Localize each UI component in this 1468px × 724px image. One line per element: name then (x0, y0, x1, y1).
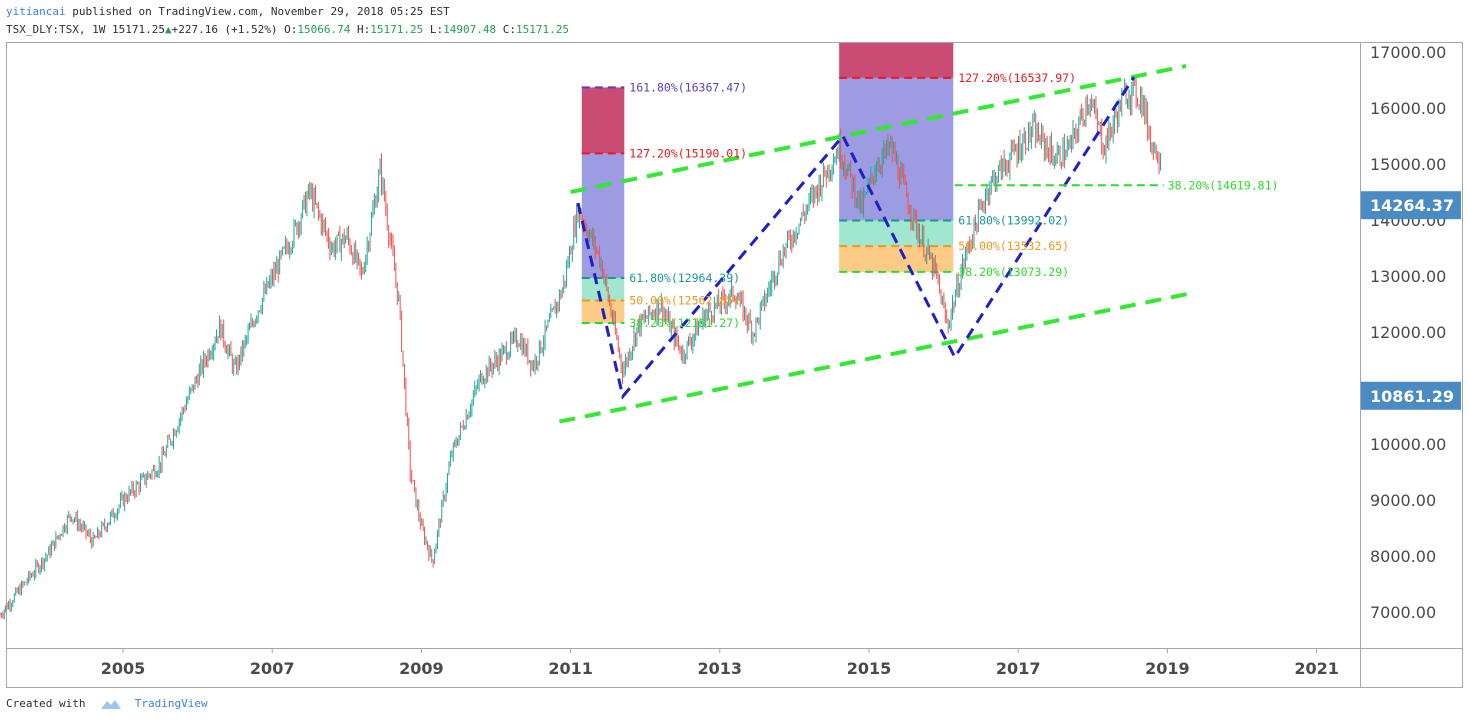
fib-ext-2015-label: 50.00%(13532.65) (958, 239, 1069, 253)
x-tick-label: 2005 (101, 659, 146, 678)
fib-ext-2011-label: 61.80%(12964.39) (629, 271, 740, 285)
x-tick-label: 2013 (698, 659, 743, 678)
fib-ext-2011-label: 38.20%(12161.27) (629, 316, 740, 330)
open-value: 15066.74 (297, 23, 351, 36)
x-tick-label: 2019 (1145, 659, 1190, 678)
y-tick-label: 8000.00 (1370, 547, 1436, 566)
published-text: published on TradingView.com, November 2… (72, 5, 450, 18)
zigzag-line (576, 76, 1136, 400)
last-price: 15171.25 (111, 23, 165, 36)
fib-ext-2015-band-3 (839, 246, 954, 272)
price-change: +227.16 (+1.52%) (171, 23, 278, 36)
publish-info: yitiancai published on TradingView.com, … (6, 5, 450, 18)
price-tag-label: 10861.29 (1370, 387, 1454, 406)
low-value: 14907.48 (443, 23, 497, 36)
x-tick-label: 2007 (250, 659, 295, 678)
fib-ext-2011-label: 161.80%(16367.47) (629, 80, 747, 94)
y-tick-label: 12000.00 (1370, 323, 1446, 342)
fib-ext-2015-band-0 (839, 43, 954, 78)
fib-ext-2011-band-2 (581, 277, 625, 301)
y-tick-label: 7000.00 (1370, 603, 1436, 622)
y-tick-label: 16000.00 (1370, 99, 1446, 118)
x-tick-label: 2009 (399, 659, 444, 678)
created-with-text: Created with (6, 697, 86, 710)
high-label: H: (357, 23, 371, 36)
close-label: C: (502, 23, 516, 36)
price-axis[interactable]: 17000.0016000.0015000.0014000.0013000.00… (1370, 43, 1446, 622)
x-tick-label: 2011 (548, 659, 593, 678)
symbol-name[interactable]: TSX_DLY:TSX, 1W (6, 23, 106, 36)
y-tick-label: 9000.00 (1370, 491, 1436, 510)
close-value: 15171.25 (516, 23, 569, 36)
y-tick-label: 15000.00 (1370, 155, 1446, 174)
price-tag-box (1361, 191, 1461, 220)
fib-ext-2011-band-0 (581, 87, 625, 154)
symbol-legend: TSX_DLY:TSX, 1W 15171.25▲+227.16 (+1.52%… (6, 23, 569, 36)
x-tick-label: 2021 (1294, 659, 1339, 678)
open-label: O: (284, 23, 298, 36)
up-arrow-icon: ▲ (164, 23, 172, 36)
upper-channel-line (570, 64, 1187, 194)
support-label: 38.20%(14619.81) (1168, 178, 1279, 192)
tradingview-brand[interactable]: TradingView (134, 697, 208, 710)
fib-ext-2015-label: 61.80%(13992.02) (958, 213, 1069, 227)
fib-ext-2015-label: 127.20%(16537.97) (958, 71, 1076, 85)
x-tick-label: 2017 (996, 659, 1041, 678)
price-tags: 14264.37 10861.29 (1361, 191, 1461, 410)
chart-frame (6, 42, 1463, 688)
high-value: 15171.25 (370, 23, 424, 36)
candles-layer (0, 77, 1162, 620)
fib-ext-2015-label: 38.20%(13073.29) (958, 265, 1069, 279)
y-tick-label: 13000.00 (1370, 267, 1446, 286)
lower-channel-line (559, 290, 1194, 424)
fib-labels-layer: 161.80%(16367.47) 127.20%(15190.01) 61.80%… (629, 71, 1278, 330)
price-tag-box (1361, 381, 1461, 410)
x-tick-label: 2015 (847, 659, 892, 678)
y-tick-label: 17000.00 (1370, 43, 1446, 62)
y-tick-label: 10000.00 (1370, 435, 1446, 454)
fib-ext-2011-label: 50.00%(12562.85) (629, 293, 740, 307)
price-tag-label: 14264.37 (1370, 196, 1454, 215)
footer: Created with TradingView (6, 697, 208, 710)
fib-ext-2011-band-1 (581, 153, 625, 278)
low-label: L: (429, 23, 444, 36)
tradingview-logo-icon[interactable] (100, 698, 122, 710)
drawings-layer (559, 64, 1194, 424)
fib-ext-2011-label: 127.20%(15190.01) (629, 146, 747, 160)
time-axis[interactable]: 2005 2007 2009 2011 2013 2015 2017 2019 2021 (101, 648, 1339, 678)
author-name[interactable]: yitiancai (6, 5, 66, 18)
